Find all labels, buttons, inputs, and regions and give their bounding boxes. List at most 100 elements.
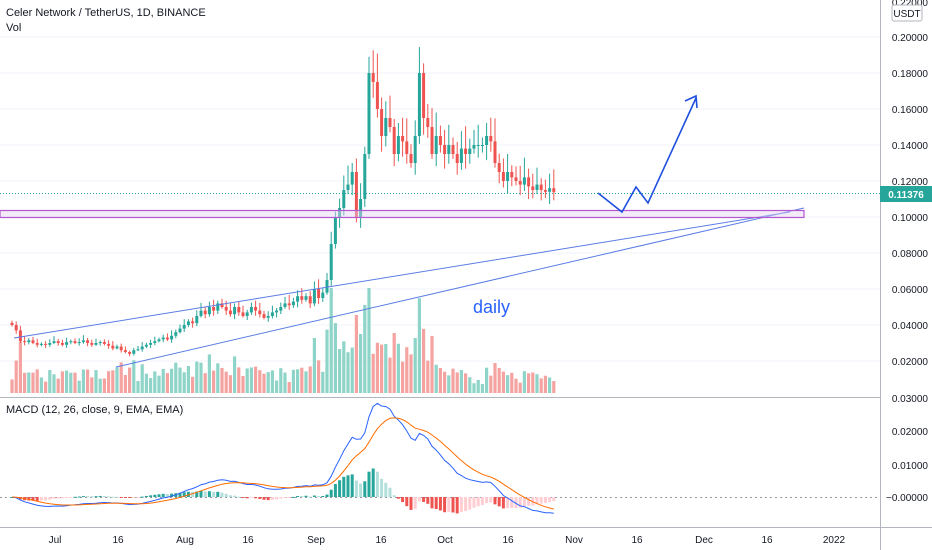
macd-hist-bar — [304, 495, 308, 497]
macd-hist-bar — [308, 496, 312, 498]
volume-bar — [86, 369, 90, 393]
candle-body — [438, 136, 442, 145]
current-price-label: 0.11376 — [880, 186, 932, 202]
volume-bar — [123, 375, 127, 393]
macd-hist-bar — [237, 496, 241, 498]
price-tick-label: 0.06000 — [892, 285, 929, 296]
volume-bar — [178, 367, 182, 393]
candle-body — [216, 303, 220, 311]
candle-body — [527, 177, 531, 187]
candle-body — [94, 343, 98, 345]
macd-hist-bar — [501, 497, 505, 509]
macd-hist-bar — [359, 483, 363, 497]
candle-body — [199, 310, 203, 316]
macd-hist-bar — [548, 497, 552, 502]
macd-hist-bar — [472, 497, 476, 508]
candle-body — [522, 177, 526, 185]
volume-bar — [228, 375, 232, 393]
macd-hist-bar — [527, 497, 531, 506]
volume-bars — [10, 288, 556, 393]
macd-line — [11, 402, 554, 514]
macd-hist-bar — [56, 497, 60, 499]
macd-hist-bar — [102, 496, 106, 498]
candle-body — [136, 349, 140, 351]
volume-bar — [317, 360, 321, 393]
candle-body — [165, 337, 169, 340]
macd-hist-bar — [514, 497, 518, 508]
current-price-value: 0.11376 — [888, 190, 924, 201]
candle-body — [514, 177, 518, 181]
candle-body — [405, 141, 409, 154]
macd-hist-bar — [224, 493, 228, 497]
candle-body — [443, 145, 447, 154]
macd-hist-bar — [296, 496, 300, 498]
time-tick-label: 16 — [112, 535, 124, 546]
unit-badge[interactable] — [891, 4, 923, 22]
macd-hist-bar — [170, 493, 174, 497]
macd-hist-bar — [77, 496, 81, 498]
candle-body — [426, 118, 430, 127]
candle-body — [354, 172, 358, 217]
candle-body — [23, 341, 27, 343]
macd-hist-bar — [52, 497, 56, 499]
candle-body — [115, 346, 119, 349]
candle-body — [102, 342, 106, 344]
candle-body — [359, 199, 363, 217]
projection-path[interactable] — [597, 97, 697, 214]
time-tick-label: 16 — [502, 535, 514, 546]
drawings[interactable]: daily — [0, 94, 805, 368]
volume-bar — [220, 368, 224, 393]
volume-bar — [98, 378, 102, 393]
macd-hist-bar — [451, 497, 455, 513]
candle-body — [107, 343, 111, 346]
upper-trendline[interactable] — [13, 211, 791, 339]
time-tick-label: Jul — [49, 535, 62, 546]
macd-hist-bar — [128, 497, 132, 498]
macd-hist-bar — [132, 497, 136, 498]
candle-body — [422, 73, 426, 118]
daily-annotation: daily — [473, 297, 510, 317]
volume-bar — [480, 384, 484, 393]
lower-trendline[interactable] — [115, 207, 805, 368]
volume-bar — [531, 372, 535, 393]
candle-body — [39, 343, 43, 345]
volume-bar — [396, 343, 400, 393]
candle-body — [157, 339, 161, 342]
macd-hist-bar — [350, 474, 354, 497]
current-price-box — [880, 186, 932, 202]
candle-body — [455, 154, 459, 163]
volume-bar — [312, 338, 316, 393]
macd-hist-bar — [241, 497, 245, 498]
volume-bar — [426, 360, 430, 393]
candle-body — [367, 73, 371, 154]
time-tick-label: Sep — [307, 535, 325, 546]
macd-hist-bar — [413, 497, 417, 510]
volume-bar — [413, 338, 417, 393]
macd-hist-bar — [119, 497, 123, 498]
macd-hist-bar — [203, 491, 207, 497]
candle-body — [170, 335, 174, 340]
volume-bar — [245, 368, 249, 393]
volume-bar — [102, 378, 106, 393]
macd-hist-bar — [245, 497, 249, 499]
macd-hist-bar — [195, 491, 199, 497]
time-axis[interactable]: Jul 16 Aug 16 Sep 16 Oct 16 Nov 16 Dec 16 2022 — [49, 535, 846, 546]
macd-hist-bar — [342, 476, 346, 497]
candle-body — [228, 310, 232, 315]
volume-bar — [136, 381, 140, 393]
price-tick-label: 0.12000 — [892, 177, 929, 188]
support-zone[interactable] — [0, 209, 805, 219]
volume-bar — [346, 352, 350, 393]
time-tick-label: 16 — [761, 535, 773, 546]
candle-body — [111, 345, 115, 349]
volume-bar — [94, 370, 98, 393]
macd-hist-bar — [27, 497, 31, 501]
candle-body — [270, 312, 274, 316]
macd-tick-label: 0.02000 — [892, 427, 929, 438]
candle-body — [14, 325, 18, 331]
volume-bar — [48, 370, 52, 393]
candle-body — [518, 181, 522, 185]
macd-hist-bar — [346, 475, 350, 497]
macd-hist-bar — [216, 491, 220, 497]
